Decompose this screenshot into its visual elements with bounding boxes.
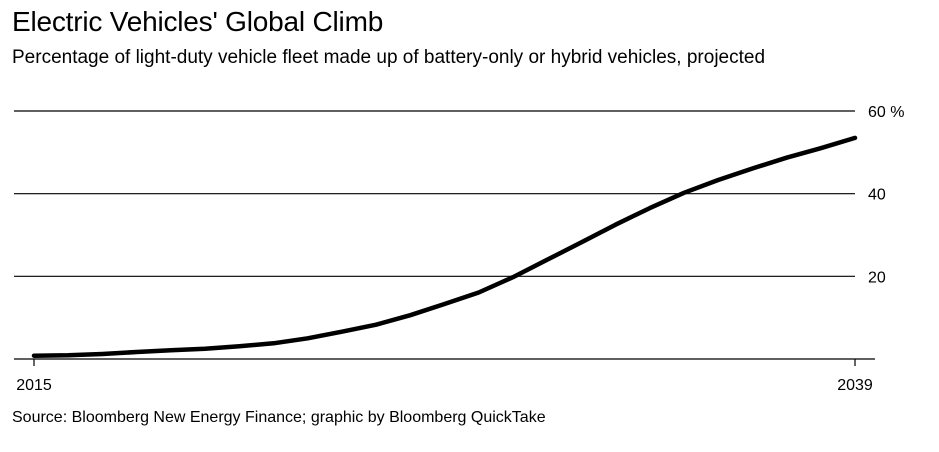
y-tick-label-60: 60 % (868, 104, 904, 121)
data-series (31, 135, 858, 358)
chart-subtitle: Percentage of light-duty vehicle fleet m… (12, 47, 766, 68)
source-note: Source: Bloomberg New Energy Finance; gr… (12, 409, 546, 426)
x-axis: 2015 2039 (14, 358, 875, 394)
y-tick-label-20: 20 (868, 269, 886, 286)
y-tick-label-40: 40 (868, 187, 886, 204)
x-tick-label-2015: 2015 (16, 377, 52, 394)
y-tick-labels: 20 40 60 % (868, 104, 904, 286)
chart-title: Electric Vehicles' Global Climb (12, 6, 384, 37)
x-tick-label-2039: 2039 (837, 377, 873, 394)
series-line-0 (31, 135, 858, 358)
gridlines (14, 110, 855, 277)
